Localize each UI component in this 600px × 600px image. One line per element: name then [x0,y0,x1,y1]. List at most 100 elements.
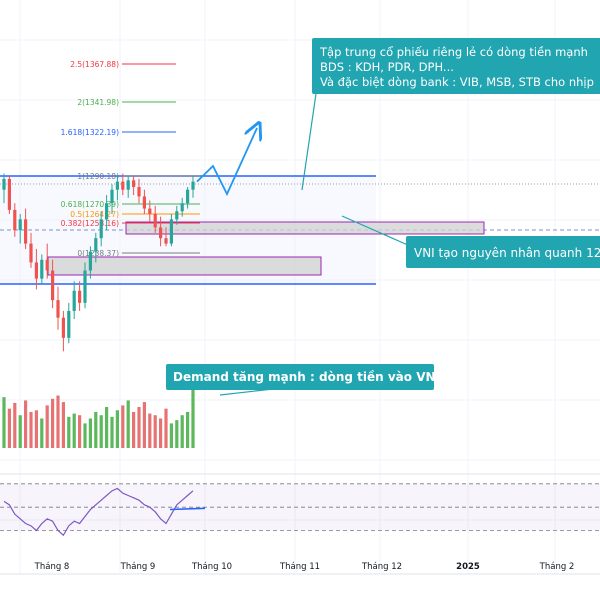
callout-middle-text: VNI tạo nguyên nhân quanh 12 [414,246,600,260]
candle-body [56,300,60,318]
volume-bar [180,415,184,448]
time-axis-label: Tháng 11 [279,562,320,572]
candle-body [180,203,184,212]
fib-level-label: 2.5(1367.88) [70,60,119,69]
volume-bar [83,423,87,448]
candle-body [18,219,22,231]
candle-body [126,180,130,190]
candle-body [24,219,28,244]
candle-body [40,259,44,279]
candle-body [34,262,38,279]
volume-bar [186,411,190,448]
volume-bar [88,418,92,448]
volume-bar [51,398,55,448]
candle-body [105,203,109,220]
volume-bar [78,415,82,448]
candle-body [83,270,87,303]
candle-body [2,178,6,190]
volume-bar [121,405,125,448]
volume-bar [153,415,157,448]
candle-body [137,187,141,197]
rsi-band [0,483,600,531]
callout-top-connector [301,79,319,191]
volume-bar [67,416,71,448]
volume-bar [132,411,136,448]
time-axis-label: Tháng 2 [539,562,575,572]
volume-bar [99,415,103,448]
volume-bar [61,402,65,448]
volume-bar [175,420,179,448]
volume-bar [94,411,98,448]
volume-bar [169,423,173,448]
volume-bar [115,410,119,448]
rsi-indicator [0,483,600,537]
candle-body [110,189,114,204]
volume-bar [137,407,141,448]
volume-bar [18,415,22,448]
volume-bar [13,402,17,448]
fib-level-label: 1.618(1322.19) [61,128,119,137]
callout-top-line3: Và đặc biệt dòng bank : VIB, MSB, STB ch… [320,75,594,89]
candle-body [164,238,168,244]
volume-bar [45,405,49,448]
time-axis-label: Tháng 9 [120,562,156,572]
candle-body [94,238,98,252]
callout-top[interactable]: Tập trung cổ phiếu riêng lẻ có dòng tiền… [312,38,600,94]
time-axis: Tháng 8 Tháng 9 Tháng 10 Tháng 11 Tháng 12 20… [34,562,575,572]
fib-level-label: 0.618(1270.39) [61,200,119,209]
candle-body [121,181,125,190]
candle-body [142,196,146,209]
volume-bar [72,413,76,448]
volume-bar [191,372,195,448]
volume-bar [148,413,152,448]
callout-volume-text: Demand tăng mạnh : dòng tiền vào VN30 [173,370,452,384]
candle-body [67,310,71,338]
callout-middle-connector [341,215,411,247]
volume-bar [2,397,6,448]
volume-bar [7,408,11,448]
volume-bar [126,400,130,448]
candle-body [153,213,157,228]
volume-bar [105,407,109,448]
callout-volume[interactable]: Demand tăng mạnh : dòng tiền vào VN30 [166,364,452,390]
time-axis-label: Tháng 8 [34,562,70,572]
volume-bar [56,395,60,448]
candlesticks [2,173,195,352]
fib-level-label: 0(1238.37) [77,249,119,258]
candle-body [88,251,92,271]
fibonacci-levels: 2.5(1367.88) 2(1341.98) 1.618(1322.19) 1(12… [61,60,200,258]
volume-bars [2,372,195,448]
callout-middle[interactable]: VNI tạo nguyên nhân quanh 12 [406,236,600,268]
candle-body [72,290,76,311]
time-axis-label: Tháng 12 [361,562,402,572]
candle-body [51,270,55,301]
resistance-zone-box[interactable] [125,221,485,235]
candle-body [186,189,190,204]
volume-bar [40,418,44,448]
candle-body [29,243,33,263]
candle-body [169,219,173,244]
forecast-arrow [196,128,257,197]
time-axis-label: Tháng 10 [191,562,232,572]
fib-level-label: 0.382(1258.16) [61,219,119,228]
candle-body [132,180,136,188]
volume-bar [142,402,146,448]
candle-body [175,211,179,220]
fib-level-label: 0.5(1264.27) [70,210,119,219]
volume-bar [24,400,28,448]
volume-bar [29,411,33,448]
candle-body [61,317,65,338]
rsi-line [3,487,194,537]
candle-body [148,208,152,214]
volume-bar [164,408,168,448]
callout-top-line2: BDS : KDH, PDR, DPH... [320,60,454,74]
callout-top-line1: Tập trung cổ phiếu riêng lẻ có dòng tiền… [319,45,588,59]
volume-bar [110,416,114,448]
fib-level-label: 1(1290.18) [77,172,119,181]
candle-body [159,227,163,239]
candle-body [45,259,49,271]
candle-body [99,219,103,239]
fib-level-label: 2(1341.98) [77,98,119,107]
candle-body [191,181,195,190]
